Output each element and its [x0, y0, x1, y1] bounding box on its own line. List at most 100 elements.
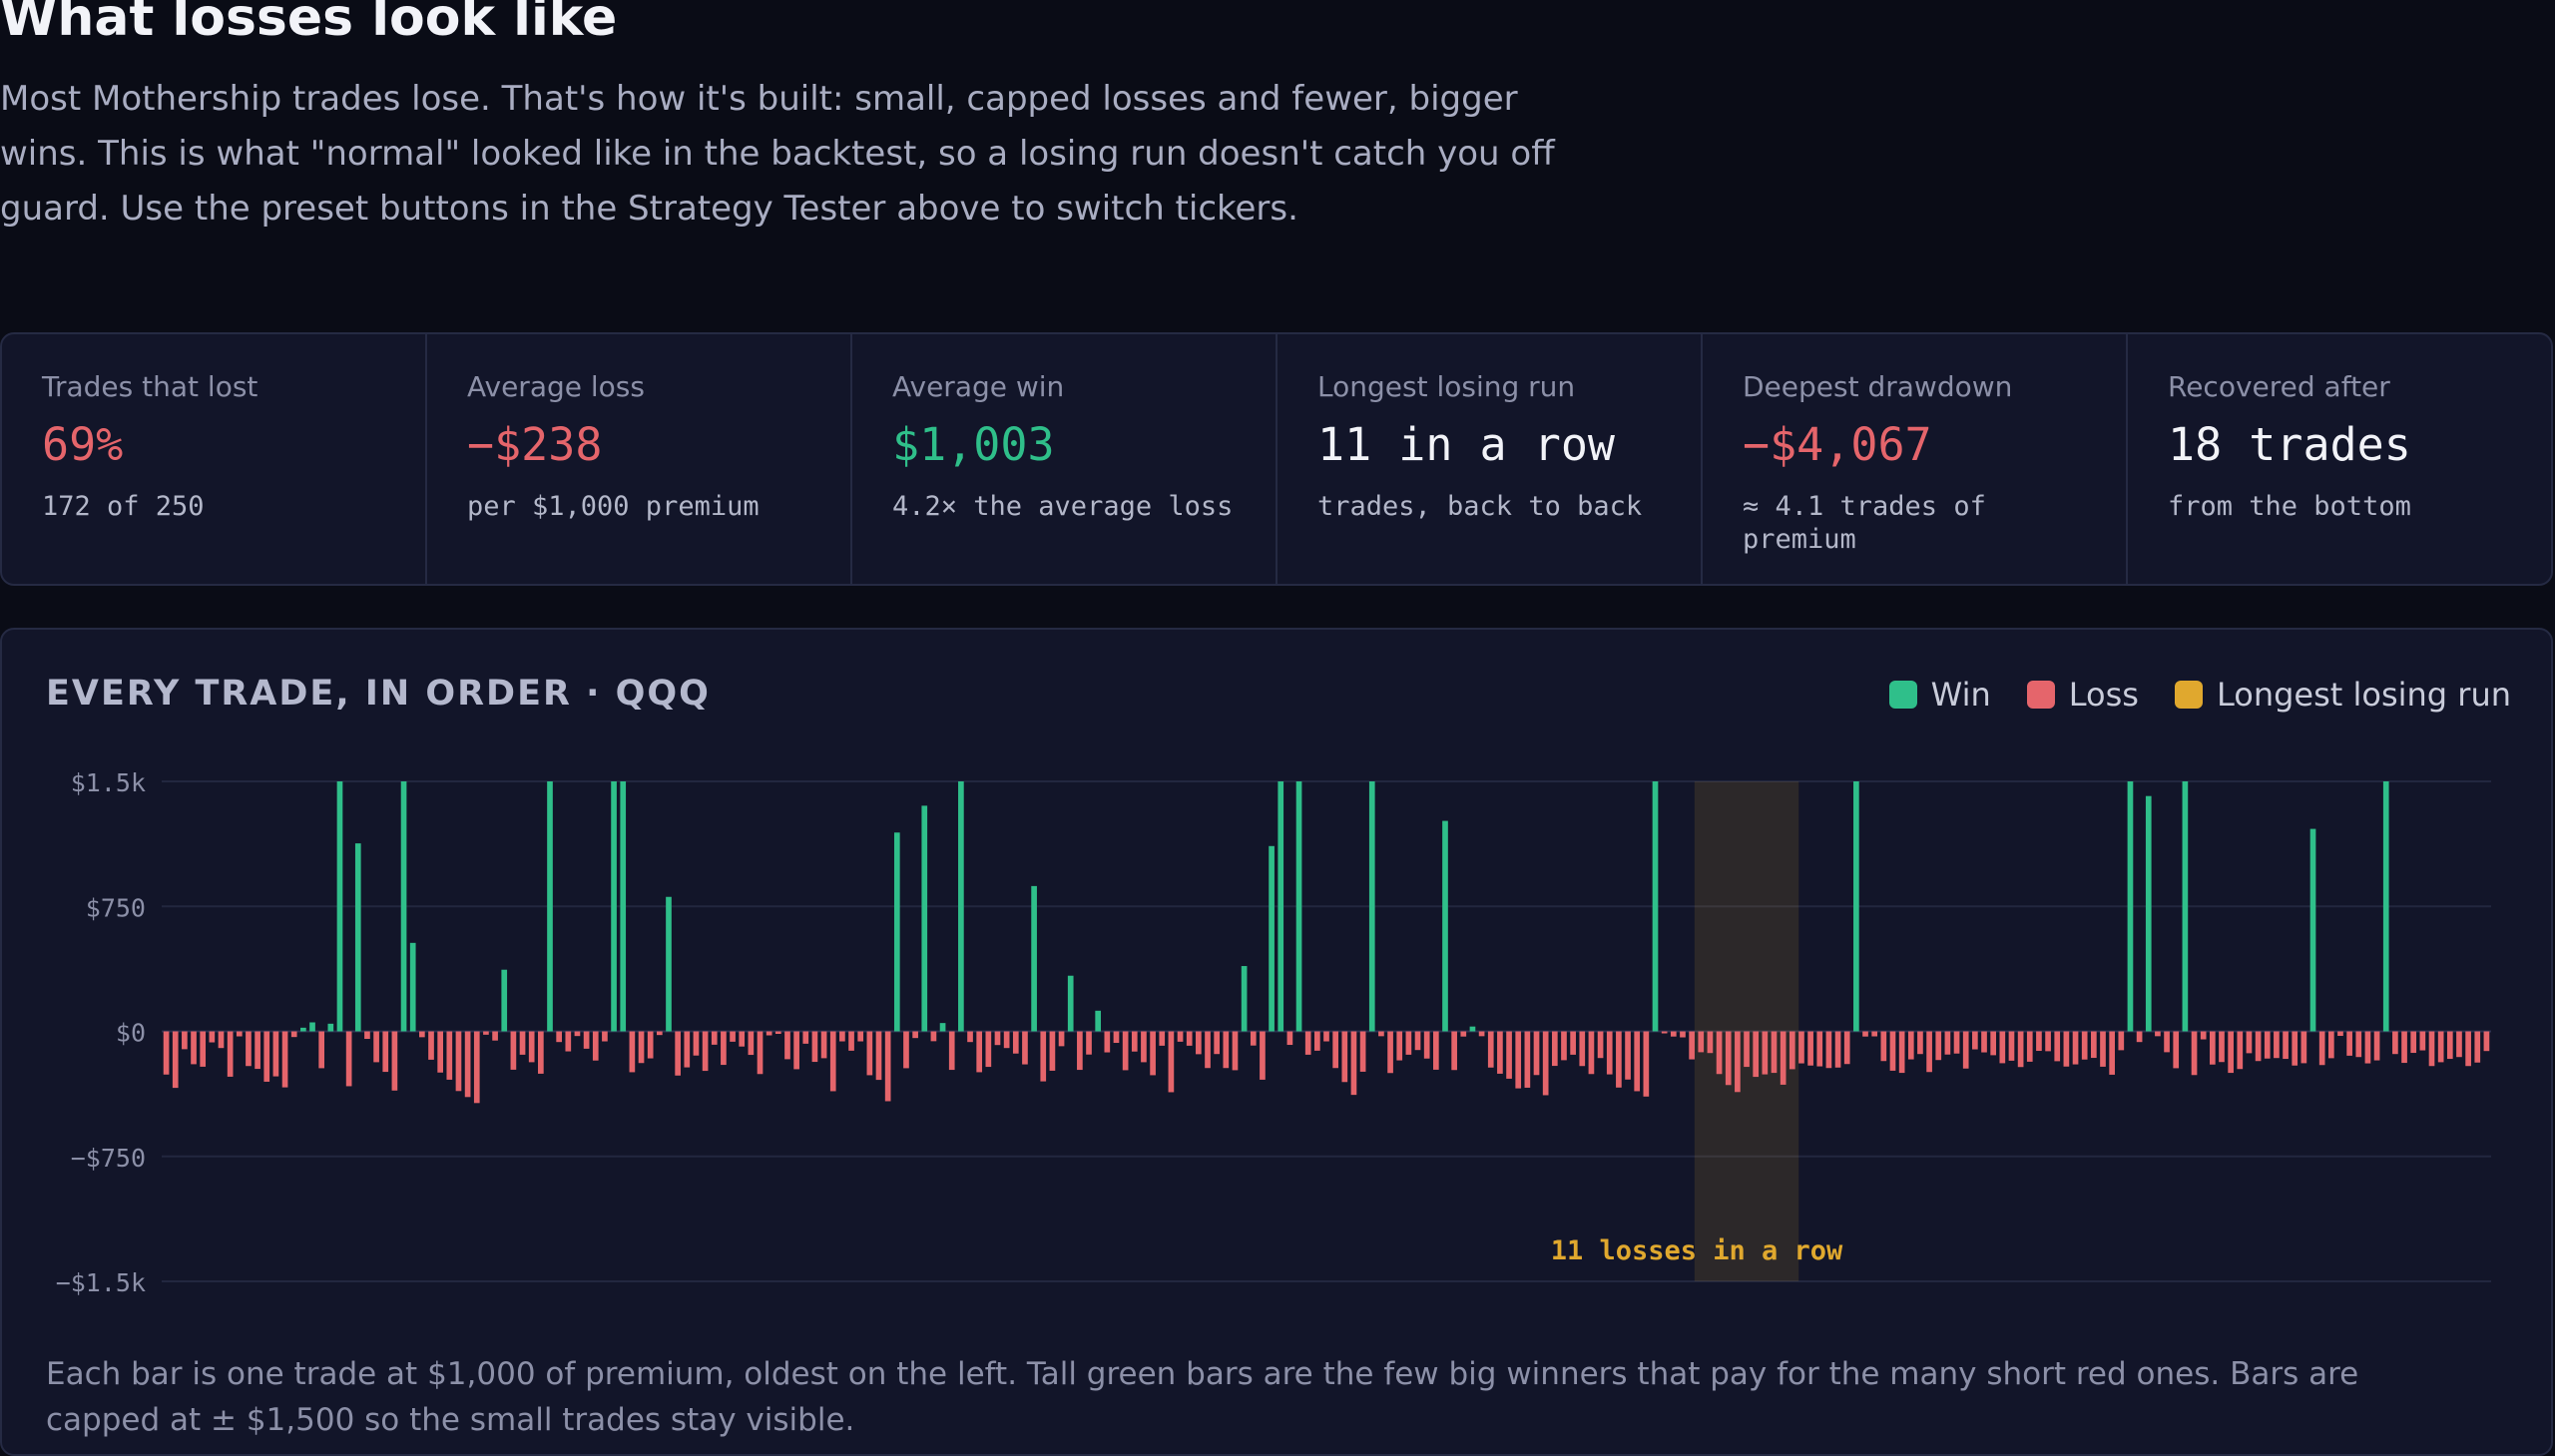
loss-bar	[647, 1031, 654, 1059]
win-bar	[921, 805, 928, 1032]
loss-bar	[1661, 1031, 1668, 1034]
loss-bar	[1214, 1031, 1221, 1055]
legend-item-longest-run: Longest losing run	[2174, 676, 2511, 714]
loss-bar	[784, 1031, 790, 1060]
loss-bar	[875, 1031, 882, 1081]
win-bar	[1241, 966, 1248, 1032]
loss-bar	[793, 1031, 799, 1070]
loss-bar	[1935, 1031, 1942, 1061]
y-tick-label: $750	[86, 893, 146, 922]
loss-bar	[1250, 1031, 1257, 1046]
legend-label: Longest losing run	[2216, 676, 2511, 714]
loss-bar	[1698, 1031, 1705, 1053]
loss-bar	[1515, 1031, 1522, 1089]
stat-value: 11 in a row	[1317, 417, 1616, 471]
loss-bar	[2228, 1031, 2234, 1074]
loss-bar	[2355, 1031, 2362, 1058]
chart-caption: Each bar is one trade at $1,000 of premi…	[46, 1356, 2359, 1438]
loss-bar	[1551, 1031, 1558, 1067]
loss-bar	[1871, 1031, 1878, 1037]
loss-bar	[1012, 1031, 1019, 1054]
win-bar	[1278, 781, 1284, 1032]
loss-bar	[684, 1031, 691, 1068]
stat-sub: per $1,000 premium	[467, 490, 760, 522]
loss-bar	[1798, 1031, 1804, 1064]
stat-label: Longest losing run	[1317, 370, 1576, 403]
loss-bar	[985, 1031, 992, 1068]
stat-deepest-drawdown: Deepest drawdown −$4,067 ≈ 4.1 trades of…	[1703, 334, 2128, 584]
y-tick-label: −$1.5k	[56, 1268, 146, 1297]
loss-bar	[200, 1031, 207, 1067]
loss-bar	[1788, 1031, 1795, 1070]
loss-bar	[1762, 1031, 1769, 1075]
win-bar	[547, 781, 553, 1032]
loss-bar	[1040, 1031, 1047, 1082]
loss-bar	[912, 1031, 918, 1039]
loss-bar	[976, 1031, 983, 1073]
intro-paragraph: Most Mothership trades lose. That's how …	[0, 79, 1555, 229]
loss-bar	[428, 1031, 434, 1060]
win-bar	[2145, 795, 2152, 1032]
loss-bar	[1432, 1031, 1439, 1070]
loss-bar	[2318, 1031, 2325, 1066]
win-bar	[501, 969, 508, 1032]
loss-bar	[1205, 1031, 1211, 1069]
loss-bar	[1843, 1031, 1850, 1065]
loss-bar	[1131, 1031, 1138, 1052]
loss-bar	[766, 1031, 772, 1036]
loss-bar	[2246, 1031, 2253, 1054]
loss-bar	[2255, 1031, 2262, 1062]
loss-bar	[1634, 1031, 1641, 1092]
loss-bar	[2109, 1031, 2115, 1075]
trade-bar-chart: $1.5k $750 $0 −$750 −$1.5k 11 losses in a row	[56, 768, 2491, 1297]
win-bar	[1368, 781, 1375, 1032]
loss-bar	[1907, 1031, 1914, 1060]
loss-bar	[2337, 1031, 2343, 1037]
loss-bar	[1104, 1031, 1111, 1053]
chart-legend: Win Loss Longest losing run	[1888, 676, 2511, 714]
loss-bar	[848, 1031, 854, 1051]
loss-bar	[373, 1031, 379, 1063]
loss-bar	[811, 1031, 818, 1063]
loss-bar	[1643, 1031, 1650, 1097]
stat-average-loss: Average loss −$238 per $1,000 premium	[427, 334, 852, 584]
loss-bar	[1451, 1031, 1457, 1071]
loss-bar	[2373, 1031, 2380, 1061]
loss-bar	[1286, 1031, 1293, 1046]
loss-bar	[693, 1031, 700, 1056]
loss-bar	[1862, 1031, 1868, 1037]
loss-bar	[757, 1031, 764, 1075]
loss-bar	[1834, 1031, 1841, 1068]
loss-bar	[1735, 1031, 1741, 1093]
loss-bar	[1232, 1031, 1239, 1071]
win-bar	[1269, 845, 1275, 1032]
stat-value: 69%	[42, 417, 124, 471]
loss-bar	[163, 1031, 170, 1075]
loss-bar	[1487, 1031, 1494, 1068]
y-tick-label: −$750	[71, 1144, 146, 1173]
loss-bar	[2410, 1031, 2417, 1054]
loss-bar	[1506, 1031, 1512, 1079]
loss-bar	[2036, 1031, 2042, 1052]
loss-bar	[1314, 1031, 1320, 1051]
loss-bar	[2155, 1031, 2161, 1037]
loss-bar	[1917, 1031, 1923, 1055]
loss-bar	[1542, 1031, 1549, 1096]
loss-bar	[1478, 1031, 1485, 1037]
loss-bar	[1579, 1031, 1586, 1067]
loss-bar	[263, 1031, 270, 1082]
loss-bar	[1880, 1031, 1887, 1062]
loss-bar	[1304, 1031, 1311, 1055]
stat-sub: 172 of 250	[42, 490, 205, 522]
stat-value: −$4,067	[1743, 417, 1932, 471]
loss-bar	[1707, 1031, 1714, 1054]
loss-bar	[2081, 1031, 2088, 1060]
loss-bar	[2008, 1031, 2015, 1061]
stat-sub: from the bottom	[2168, 490, 2411, 522]
loss-bar	[290, 1031, 297, 1038]
loss-bar	[1524, 1031, 1531, 1088]
loss-bar	[1616, 1031, 1622, 1088]
win-bar	[309, 1022, 315, 1032]
loss-bar	[1113, 1031, 1120, 1044]
loss-bar	[364, 1031, 370, 1040]
